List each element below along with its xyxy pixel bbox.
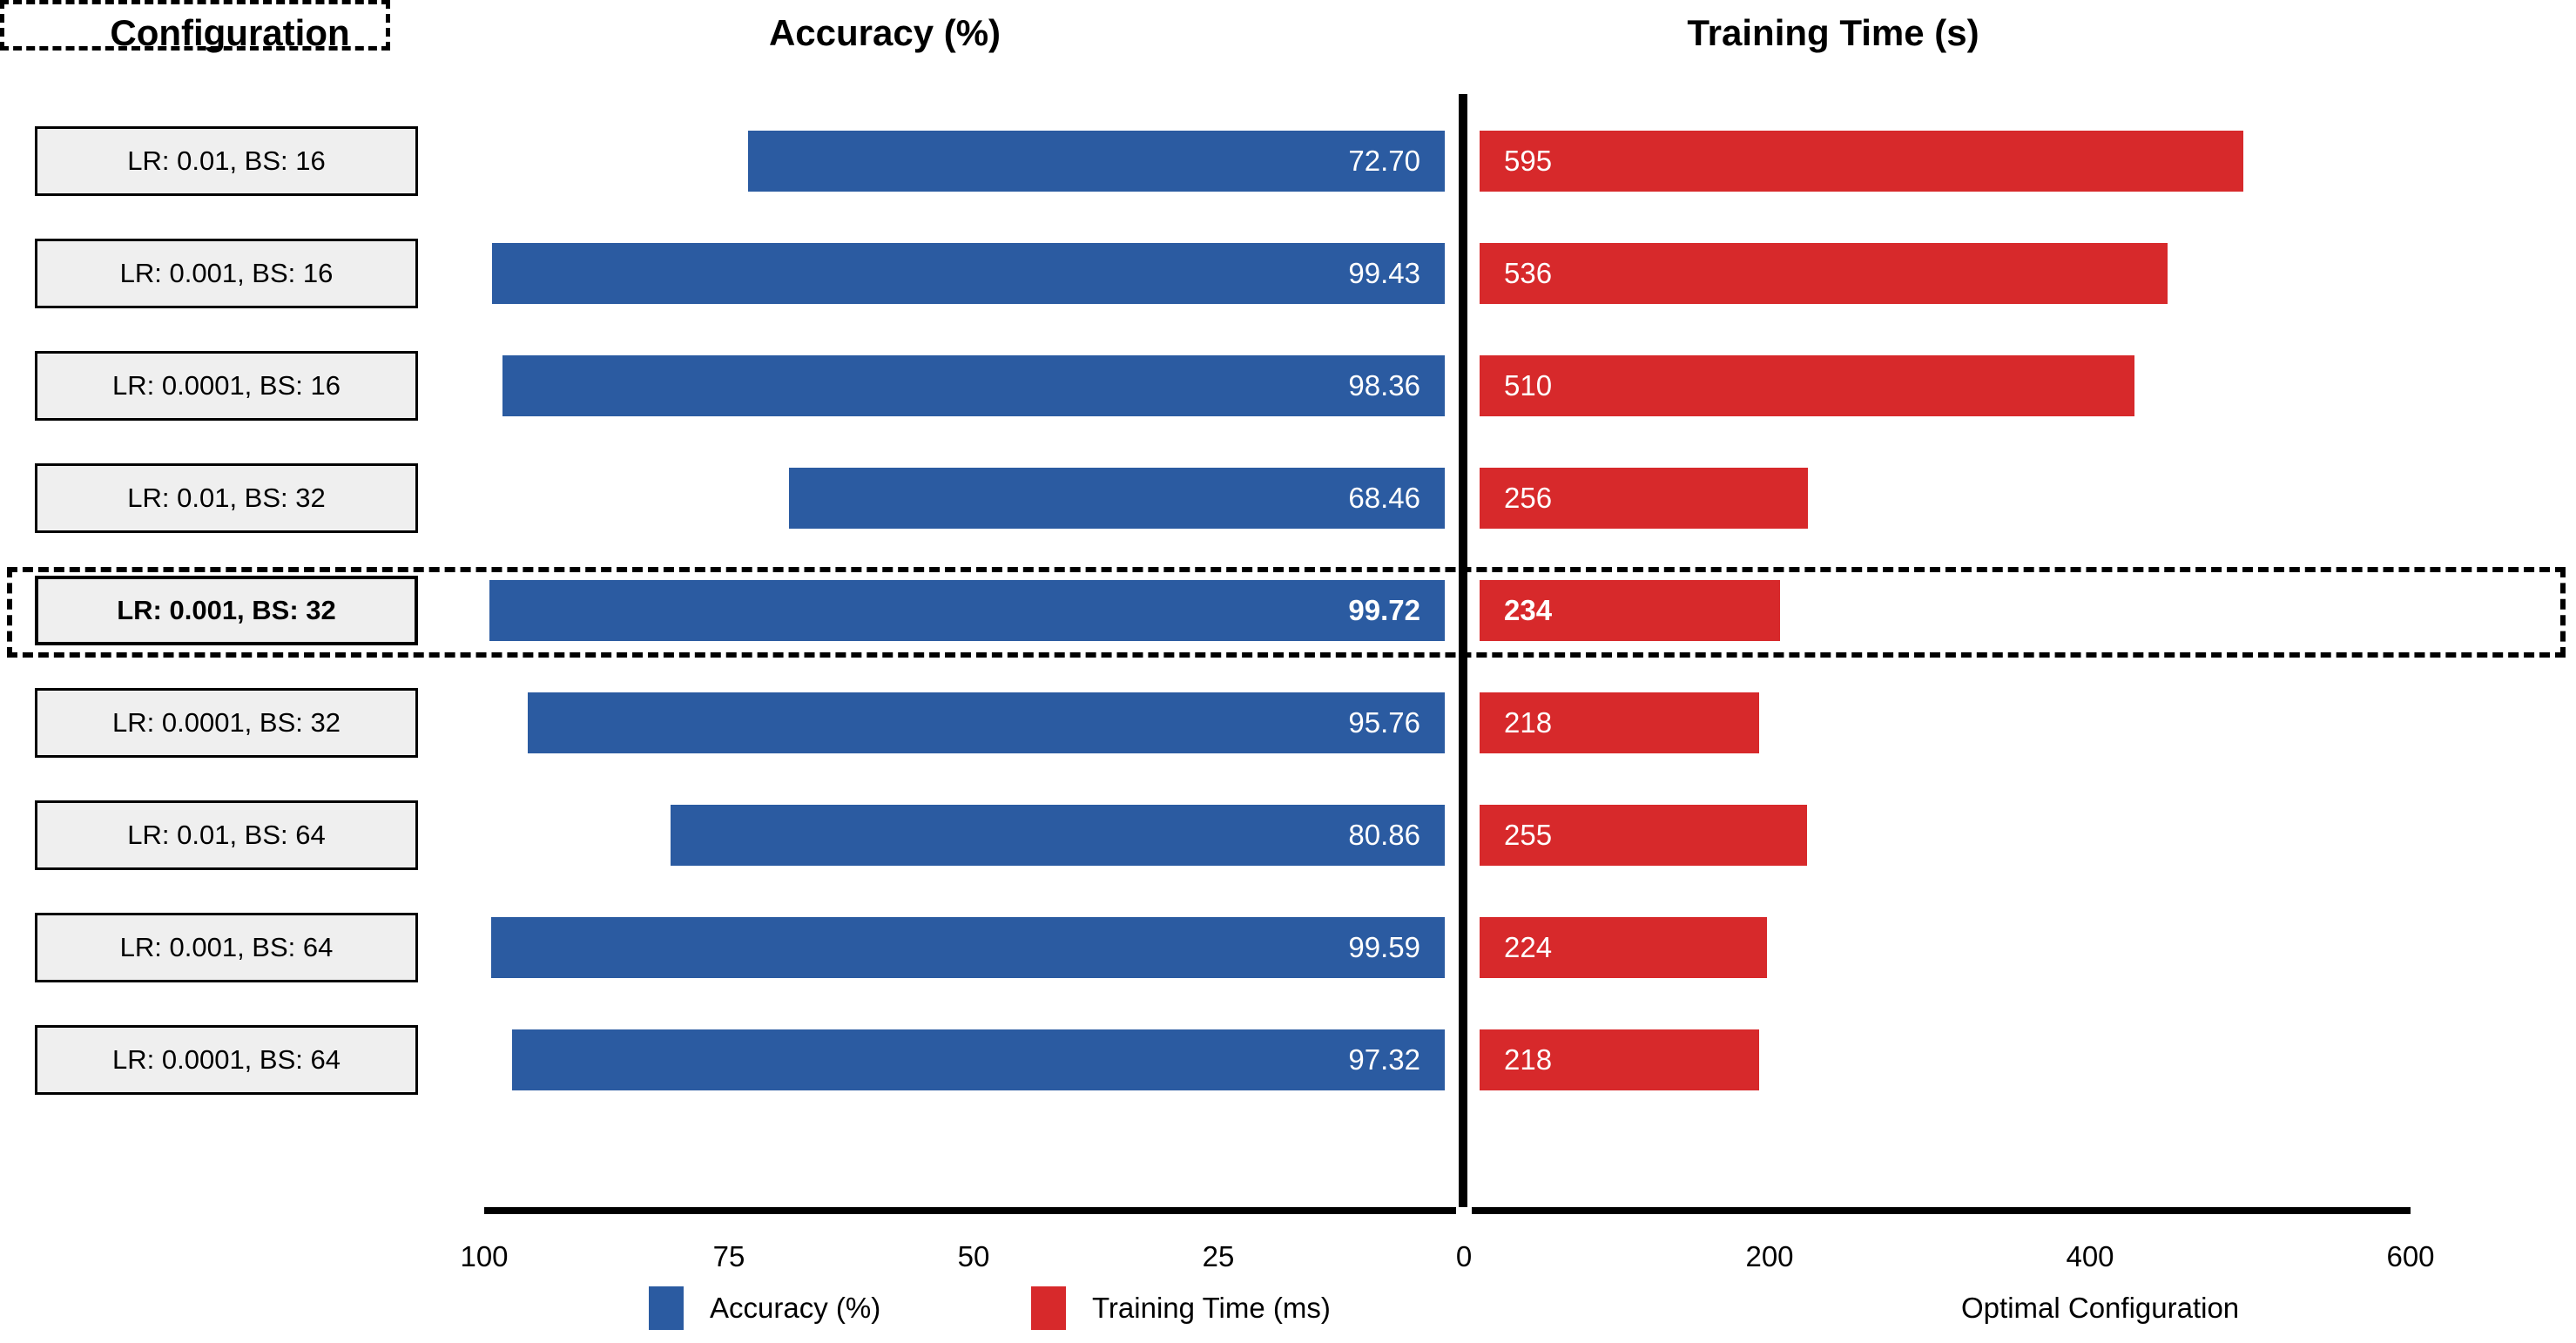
time-bar: 595 <box>1480 131 2243 192</box>
table-row: LR: 0.01, BS: 16 72.70 595 <box>0 126 2576 196</box>
config-label-box: LR: 0.01, BS: 32 <box>35 463 418 533</box>
time-value-label: 255 <box>1504 819 1553 851</box>
time-bar-track: 536 <box>1480 243 2411 304</box>
time-value-label: 536 <box>1504 257 1553 289</box>
accuracy-tick-label: 75 <box>712 1240 745 1272</box>
accuracy-bar-track: 97.32 <box>484 1029 1445 1090</box>
accuracy-axis-line <box>484 1207 1456 1214</box>
accuracy-bar: 72.70 <box>748 131 1445 192</box>
time-bar-track: 255 <box>1480 805 2411 866</box>
config-label-box: LR: 0.001, BS: 32 <box>35 576 418 645</box>
accuracy-bar: 97.32 <box>512 1029 1445 1090</box>
accuracy-bar: 99.72 <box>489 580 1445 641</box>
time-bar: 256 <box>1480 468 1808 529</box>
accuracy-bar-track: 80.86 <box>484 805 1445 866</box>
time-legend-swatch-icon <box>1031 1286 1066 1330</box>
accuracy-legend-swatch-icon <box>649 1286 684 1330</box>
config-label-box: LR: 0.01, BS: 64 <box>35 800 418 870</box>
table-row: LR: 0.001, BS: 16 99.43 536 <box>0 239 2576 308</box>
accuracy-value-label: 98.36 <box>1348 369 1420 402</box>
shared-zero-tick-label: 0 <box>1455 1240 1473 1272</box>
accuracy-bar: 98.36 <box>502 355 1445 416</box>
accuracy-bar-track: 95.76 <box>484 692 1445 753</box>
table-row: LR: 0.001, BS: 64 99.59 224 <box>0 913 2576 982</box>
table-row-optimal: LR: 0.001, BS: 32 99.72 234 <box>0 576 2576 645</box>
accuracy-tick-label: 100 <box>460 1240 509 1272</box>
optimal-legend-swatch-icon <box>0 0 390 51</box>
optimal-configuration-outline <box>7 567 2566 658</box>
time-bar: 218 <box>1480 692 1759 753</box>
time-bar-track: 595 <box>1480 131 2411 192</box>
time-value-label: 595 <box>1504 145 1553 177</box>
optimal-legend-label: Optimal Configuration <box>1961 1292 2240 1324</box>
config-label-box: LR: 0.01, BS: 16 <box>35 126 418 196</box>
time-bar-track: 510 <box>1480 355 2411 416</box>
accuracy-bar-track: 99.43 <box>484 243 1445 304</box>
table-row: LR: 0.0001, BS: 64 97.32 218 <box>0 1025 2576 1095</box>
accuracy-value-label: 99.43 <box>1348 257 1420 289</box>
column-header-configuration: Configuration <box>110 12 350 53</box>
time-bar: 510 <box>1480 355 2134 416</box>
time-legend-label: Training Time (ms) <box>1092 1292 1331 1324</box>
accuracy-tick-label: 25 <box>1202 1240 1235 1272</box>
config-label-box: LR: 0.0001, BS: 64 <box>35 1025 418 1095</box>
config-label-box: LR: 0.001, BS: 64 <box>35 913 418 982</box>
time-value-label: 510 <box>1504 369 1553 402</box>
time-bar-track: 256 <box>1480 468 2411 529</box>
center-axis-line <box>1459 94 1467 1207</box>
time-value-label: 218 <box>1504 706 1553 739</box>
accuracy-value-label: 99.59 <box>1348 931 1420 963</box>
time-bar: 224 <box>1480 917 1767 978</box>
time-bar: 536 <box>1480 243 2168 304</box>
time-bar-track: 224 <box>1480 917 2411 978</box>
accuracy-bar: 99.43 <box>492 243 1445 304</box>
time-tick-label: 400 <box>2066 1240 2114 1272</box>
accuracy-bar-track: 99.59 <box>484 917 1445 978</box>
accuracy-value-label: 80.86 <box>1348 819 1420 851</box>
accuracy-bar-track: 72.70 <box>484 131 1445 192</box>
accuracy-value-label: 97.32 <box>1348 1043 1420 1076</box>
time-bar: 255 <box>1480 805 1807 866</box>
config-label-box: LR: 0.0001, BS: 32 <box>35 688 418 758</box>
table-row: LR: 0.0001, BS: 16 98.36 510 <box>0 351 2576 421</box>
table-row: LR: 0.01, BS: 64 80.86 255 <box>0 800 2576 870</box>
time-bar-track: 218 <box>1480 692 2411 753</box>
accuracy-value-label: 95.76 <box>1348 706 1420 739</box>
accuracy-bar-track: 98.36 <box>484 355 1445 416</box>
accuracy-value-label: 72.70 <box>1348 145 1420 177</box>
accuracy-bar-track: 68.46 <box>484 468 1445 529</box>
column-header-training-time: Training Time (s) <box>1687 12 1979 53</box>
config-label-box: LR: 0.0001, BS: 16 <box>35 351 418 421</box>
time-bar-track: 234 <box>1480 580 2411 641</box>
accuracy-bar: 95.76 <box>528 692 1445 753</box>
column-header-accuracy: Accuracy (%) <box>768 12 1001 53</box>
time-bar-track: 218 <box>1480 1029 2411 1090</box>
accuracy-value-label: 68.46 <box>1348 482 1420 514</box>
time-value-label: 218 <box>1504 1043 1553 1076</box>
accuracy-bar: 80.86 <box>671 805 1445 866</box>
time-value-label: 224 <box>1504 931 1553 963</box>
accuracy-bar: 68.46 <box>789 468 1445 529</box>
time-value-label: 234 <box>1504 594 1553 626</box>
time-value-label: 256 <box>1504 482 1553 514</box>
accuracy-value-label: 99.72 <box>1348 594 1420 626</box>
time-bar: 234 <box>1480 580 1780 641</box>
time-bar: 218 <box>1480 1029 1759 1090</box>
accuracy-bar-track: 99.72 <box>484 580 1445 641</box>
config-label-box: LR: 0.001, BS: 16 <box>35 239 418 308</box>
table-row: LR: 0.01, BS: 32 68.46 256 <box>0 463 2576 533</box>
time-axis-line <box>1472 1207 2411 1214</box>
accuracy-tick-label: 50 <box>957 1240 990 1272</box>
accuracy-bar: 99.59 <box>491 917 1445 978</box>
time-tick-label: 200 <box>1745 1240 1794 1272</box>
table-row: LR: 0.0001, BS: 32 95.76 218 <box>0 688 2576 758</box>
time-tick-label: 600 <box>2386 1240 2435 1272</box>
accuracy-legend-label: Accuracy (%) <box>710 1292 881 1324</box>
